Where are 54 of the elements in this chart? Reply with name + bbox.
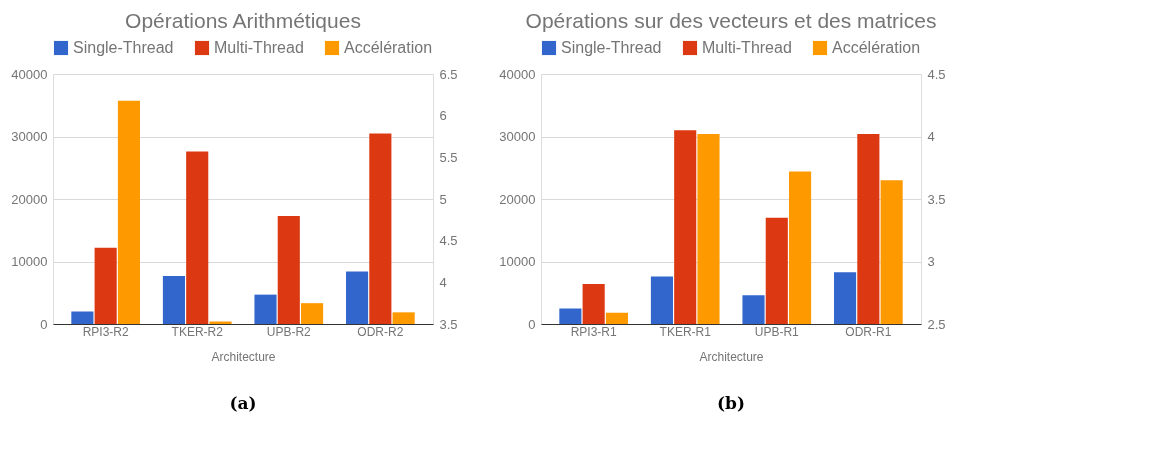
x-tick-label: UPB-R2	[266, 324, 312, 339]
bar	[582, 284, 605, 324]
x-axis-title: Architecture	[211, 349, 276, 364]
bar	[742, 295, 765, 324]
x-axis-title: Architecture	[699, 349, 764, 364]
text: (a)	[229, 393, 257, 413]
bar	[346, 271, 369, 324]
y2-tick-label: 4	[927, 129, 935, 144]
bar	[71, 311, 94, 324]
y2-tick-label: 4.5	[439, 233, 458, 249]
x-tick-label: TKER-R2	[171, 324, 224, 339]
legend-label: Single-Thread	[73, 39, 174, 56]
bar	[254, 294, 277, 324]
legend-label: Accélération	[344, 39, 433, 56]
bar	[650, 276, 673, 324]
y2-tick-label: 3.5	[439, 316, 458, 332]
y2-tick-label: 5.5	[439, 149, 458, 165]
chart-title: Opérations sur des vecteurs et des matrices	[525, 9, 937, 32]
bar	[369, 133, 392, 324]
y-tick-label: 0	[528, 316, 536, 332]
y2-tick-label: 6.5	[439, 66, 458, 82]
legend-label: Multi-Thread	[702, 39, 792, 56]
bar	[186, 151, 209, 324]
x-tick-label: ODR-R2	[357, 324, 404, 339]
y2-tick-label: 5	[439, 191, 447, 207]
x-tick-label: UPB-R1	[754, 324, 800, 339]
y-tick-label: 20000	[11, 191, 48, 207]
legend-label: Accélération	[832, 39, 921, 56]
bar	[834, 272, 857, 324]
y-tick-label: 40000	[499, 66, 536, 82]
y2-tick-label: 4	[439, 274, 447, 290]
y2-tick-label: 4.5	[927, 66, 946, 82]
x-tick-label: RPI3-R1	[570, 324, 617, 339]
y2-tick-label: 3.5	[927, 191, 946, 207]
y-tick-label: 30000	[11, 129, 48, 144]
chart-title: Opérations Arithmétiques	[125, 9, 361, 32]
y-tick-label: 40000	[11, 66, 48, 82]
x-tick-label: RPI3-R2	[82, 324, 129, 339]
x-tick-label: TKER-R1	[659, 324, 712, 339]
legend-label: Multi-Thread	[214, 39, 304, 56]
x-tick-label: ODR-R1	[845, 324, 892, 339]
text: (b)	[717, 393, 745, 413]
y-tick-label: 20000	[499, 191, 536, 207]
legend-label: Single-Thread	[561, 39, 662, 56]
bar	[162, 275, 185, 324]
y-tick-label: 0	[40, 316, 48, 332]
y2-tick-label: 3	[927, 254, 935, 269]
bar	[559, 308, 582, 324]
y-tick-label: 10000	[11, 254, 48, 269]
y2-tick-label: 2.5	[927, 316, 946, 332]
y-tick-label: 10000	[499, 254, 536, 269]
bar	[277, 215, 300, 324]
y2-tick-label: 6	[439, 108, 447, 124]
y-tick-label: 30000	[499, 129, 536, 144]
